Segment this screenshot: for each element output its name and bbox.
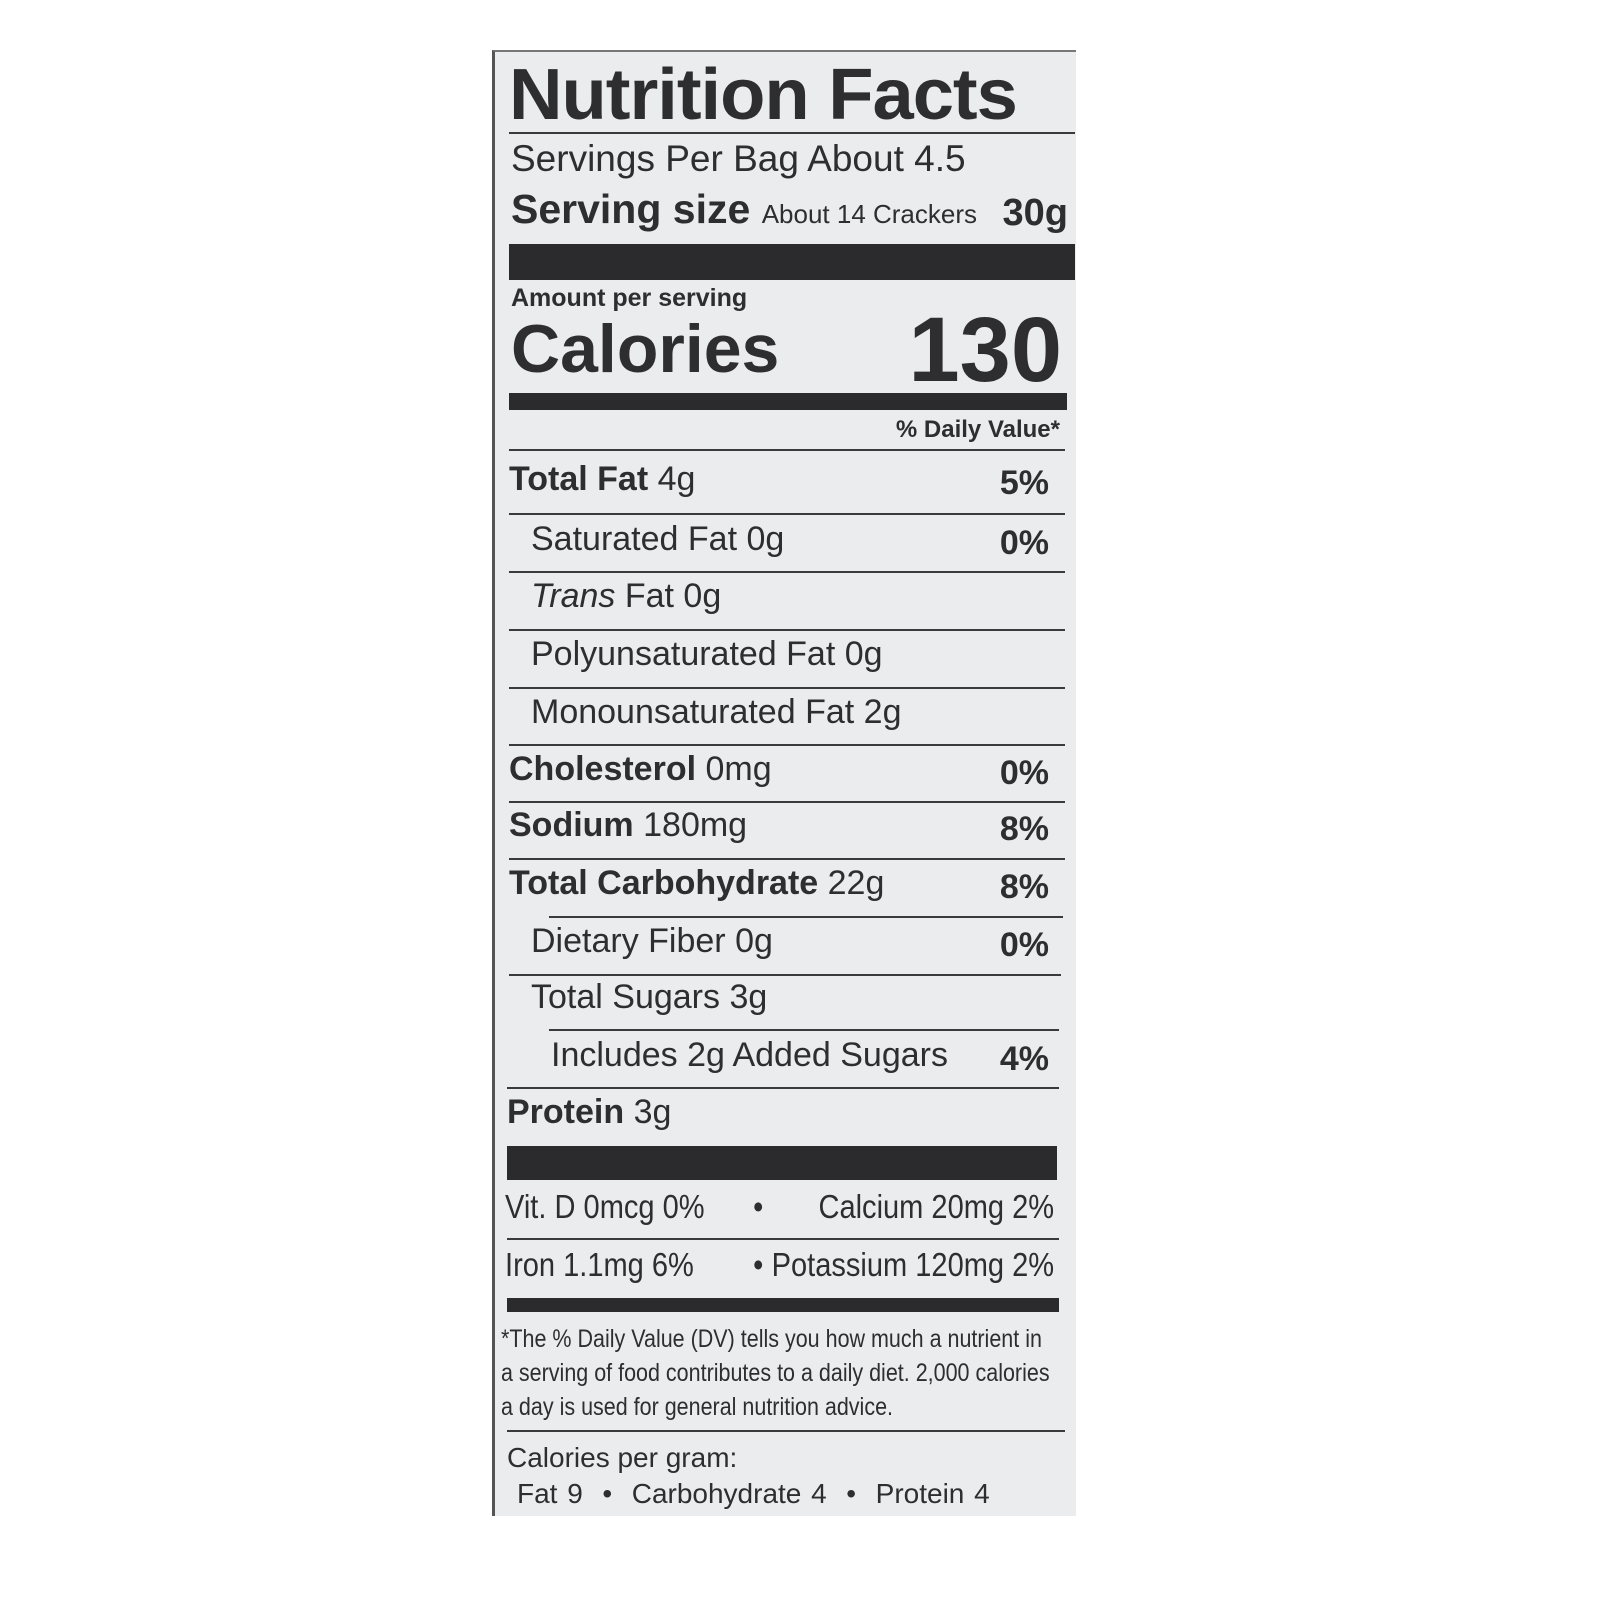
nutrient-row-protein: Protein 3g — [507, 1093, 672, 1131]
daily-value-header: % Daily Value* — [895, 416, 1060, 443]
calories-label: Calories — [511, 311, 780, 387]
serving-size-label: Serving size — [511, 186, 751, 232]
nutrient-row-total-carbohydrate: Total Carbohydrate 22g 8% — [509, 864, 1049, 906]
thick-bar — [509, 244, 1075, 280]
thick-bar — [507, 1146, 1057, 1180]
serving-size-desc: About 14 Crackers — [761, 199, 978, 229]
nutrient-row-dietary-fiber: Dietary Fiber 0g 0% — [531, 922, 1049, 964]
nutrient-row-saturated-fat: Saturated Fat 0g 0% — [531, 520, 1049, 562]
nutrient-row-total-fat: Total Fat 4g 5% — [509, 460, 1049, 502]
nutrient-row-polyunsaturated-fat: Polyunsaturated Fat 0g — [531, 635, 883, 673]
medium-bar — [507, 1298, 1059, 1312]
nutrient-row-trans-fat: Trans Fat 0g — [531, 577, 722, 615]
nutrition-facts-label: Nutrition Facts Servings Per Bag About 4… — [492, 50, 1076, 1516]
calories-value: 130 — [908, 299, 1063, 401]
serving-size-amount: 30g — [1002, 192, 1068, 234]
nutrient-row-added-sugars: Includes 2g Added Sugars 4% — [551, 1036, 1049, 1078]
divider — [509, 449, 1065, 451]
vitamin-row-2: Iron 1.1mg 6% • Potassium 120mg 2% — [505, 1246, 1055, 1283]
divider — [509, 132, 1075, 134]
nutrient-row-sodium: Sodium 180mg 8% — [509, 806, 1049, 848]
nutrient-row-cholesterol: Cholesterol 0mg 0% — [509, 750, 1049, 792]
servings-per-container: Servings Per Bag About 4.5 — [511, 138, 966, 179]
serving-size: Serving size About 14 Crackers — [511, 186, 977, 233]
nutrient-row-total-sugars: Total Sugars 3g — [531, 978, 768, 1016]
calories-per-gram-values: Fat 9 • Carbohydrate 4 • Protein 4 — [517, 1478, 990, 1509]
nutrient-row-monounsaturated-fat: Monounsaturated Fat 2g — [531, 693, 902, 731]
label-title: Nutrition Facts — [509, 55, 1018, 135]
amount-per-serving: Amount per serving — [511, 284, 748, 312]
vitamin-row-1: Vit. D 0mcg 0% • Calcium 20mg 2% — [505, 1188, 1055, 1225]
calories-per-gram-label: Calories per gram: — [507, 1442, 738, 1473]
daily-value-footnote: *The % Daily Value (DV) tells you how mu… — [501, 1325, 1050, 1421]
medium-bar — [509, 393, 1067, 410]
